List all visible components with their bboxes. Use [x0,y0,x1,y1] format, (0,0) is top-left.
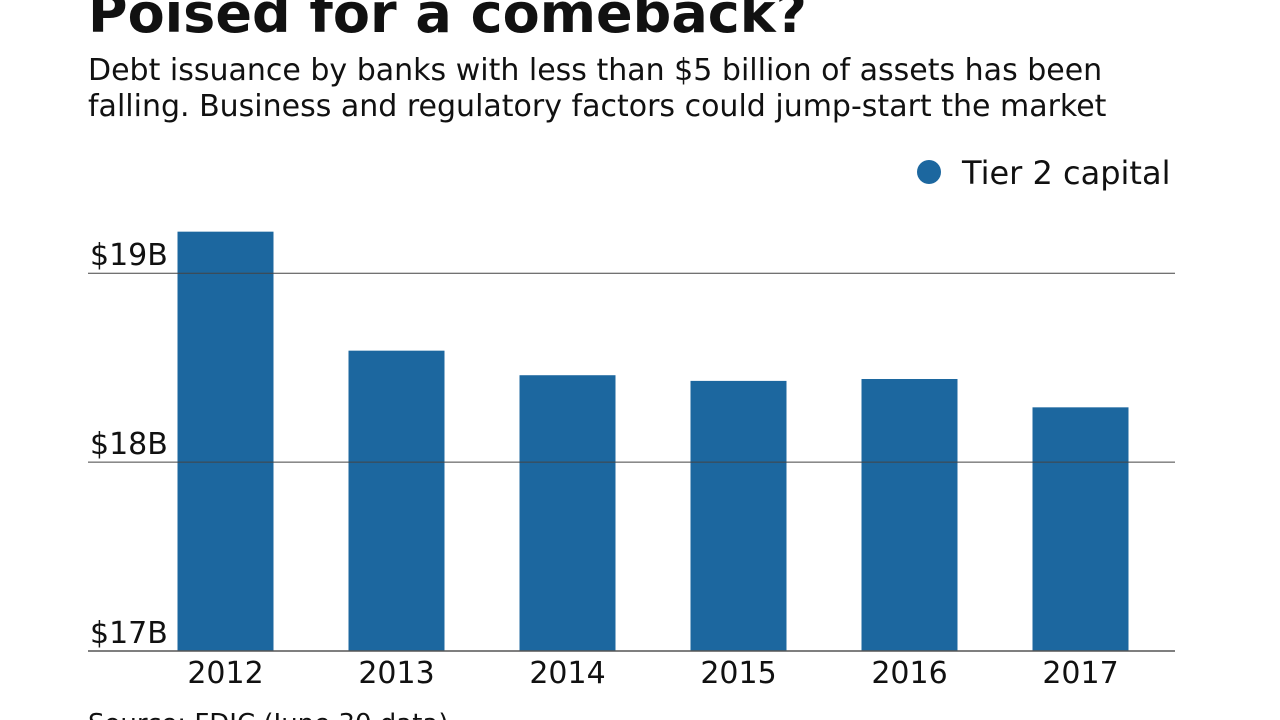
chart-title: Poised for a comeback? [88,0,807,45]
bar [177,231,274,651]
legend-marker [917,160,941,184]
source-note: Source: FDIC (June 30 data) [88,709,448,720]
x-tick-label: 2014 [529,656,605,691]
y-tick-label: $18B [90,427,168,462]
x-tick-label: 2015 [700,656,776,691]
y-tick-label: $19B [90,238,168,273]
legend-label: Tier 2 capital [961,154,1170,192]
x-tick-label: 2017 [1042,656,1118,691]
bar [690,380,787,651]
bar [861,379,958,651]
bar [1032,407,1129,651]
chart-subtitle: Debt issuance by banks with less than $5… [88,53,1102,88]
x-tick-label: 2012 [187,656,263,691]
y-tick-label: $17B [90,616,168,651]
bar [519,375,616,651]
x-tick-label: 2016 [871,656,947,691]
x-tick-label: 2013 [358,656,434,691]
bar [348,350,445,651]
chart-subtitle: falling. Business and regulatory factors… [88,89,1107,124]
